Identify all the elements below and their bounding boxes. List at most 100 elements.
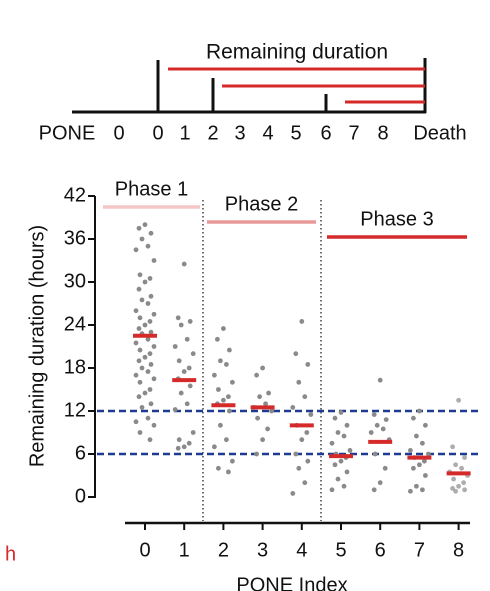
data-point xyxy=(299,319,305,324)
data-point xyxy=(305,458,311,464)
timeline-label: PONE xyxy=(39,122,96,144)
data-point xyxy=(377,480,383,486)
data-point xyxy=(377,377,383,383)
data-point xyxy=(176,358,182,364)
data-point xyxy=(136,394,142,400)
data-point xyxy=(137,347,143,353)
data-point xyxy=(178,390,184,396)
data-point xyxy=(227,408,232,414)
data-point xyxy=(190,351,196,357)
data-point xyxy=(147,437,153,443)
data-point xyxy=(187,319,193,324)
data-point xyxy=(456,397,461,403)
data-point xyxy=(184,401,190,407)
data-point xyxy=(302,480,308,486)
data-point xyxy=(139,236,145,242)
data-point xyxy=(145,415,151,421)
data-point xyxy=(332,462,338,468)
data-point xyxy=(341,483,347,489)
data-point xyxy=(380,426,386,432)
timeline-label: 7 xyxy=(348,122,359,144)
data-point xyxy=(221,397,226,403)
data-point xyxy=(142,222,148,228)
data-point xyxy=(414,433,419,439)
data-point xyxy=(269,408,274,414)
data-point xyxy=(224,362,229,367)
data-point xyxy=(260,365,265,371)
data-point xyxy=(139,405,145,410)
data-point xyxy=(411,415,416,421)
data-point xyxy=(133,372,139,378)
x-tick-label: 2 xyxy=(218,539,229,561)
data-point xyxy=(374,422,380,428)
data-point xyxy=(218,422,223,428)
y-tick-label: 36 xyxy=(64,227,86,249)
data-point xyxy=(453,488,458,494)
data-point xyxy=(420,487,425,493)
data-point xyxy=(151,258,157,263)
data-point xyxy=(142,279,148,285)
data-point xyxy=(338,458,344,464)
data-point xyxy=(151,344,157,349)
x-tick-label: 8 xyxy=(453,539,464,561)
data-point xyxy=(456,483,461,489)
data-point xyxy=(335,476,341,482)
data-point xyxy=(136,286,142,292)
data-point xyxy=(145,369,151,374)
phase-label: Phase 2 xyxy=(225,193,298,215)
data-point xyxy=(139,365,145,371)
data-point xyxy=(145,336,151,342)
data-point xyxy=(148,329,154,335)
y-tick-label: 42 xyxy=(64,184,86,206)
timeline-label: 1 xyxy=(179,122,190,144)
data-point xyxy=(137,379,143,385)
data-point xyxy=(230,458,235,464)
data-point xyxy=(151,311,157,317)
timeline-label: 4 xyxy=(262,122,273,144)
data-point xyxy=(371,487,377,493)
data-point xyxy=(148,293,154,299)
data-point xyxy=(151,376,157,382)
data-point xyxy=(226,469,231,475)
x-tick-label: 3 xyxy=(257,539,268,561)
data-point xyxy=(136,358,142,364)
data-point xyxy=(329,440,335,446)
data-point xyxy=(461,480,466,486)
data-point xyxy=(304,430,310,435)
timeline-label: 0 xyxy=(113,122,124,144)
data-point xyxy=(136,326,142,331)
data-point xyxy=(226,394,231,400)
y-tick-label: 30 xyxy=(64,270,86,292)
phase-label: Phase 1 xyxy=(115,178,188,200)
data-point xyxy=(172,344,178,349)
data-point xyxy=(293,351,299,357)
data-point xyxy=(426,451,431,457)
y-tick-label: 12 xyxy=(64,399,86,421)
data-point xyxy=(347,448,353,453)
data-point xyxy=(408,448,413,453)
data-point xyxy=(133,308,139,314)
data-point xyxy=(216,387,221,392)
data-point xyxy=(133,419,139,425)
data-point xyxy=(290,405,296,410)
data-point xyxy=(212,372,217,378)
data-point xyxy=(142,322,148,328)
data-point xyxy=(216,465,221,471)
data-point xyxy=(151,422,157,428)
data-point xyxy=(221,326,226,331)
data-point xyxy=(257,394,262,400)
timeline-label: 0 xyxy=(152,122,163,144)
data-point xyxy=(148,230,154,236)
data-point xyxy=(145,243,151,249)
data-point xyxy=(299,437,305,443)
data-point xyxy=(181,369,187,374)
data-point xyxy=(451,476,456,482)
data-point xyxy=(372,451,378,457)
x-tick-label: 1 xyxy=(179,539,190,561)
data-point xyxy=(181,261,187,267)
x-tick-label: 4 xyxy=(296,539,307,561)
data-point xyxy=(139,297,145,303)
data-point xyxy=(335,430,341,435)
data-point xyxy=(411,465,416,471)
